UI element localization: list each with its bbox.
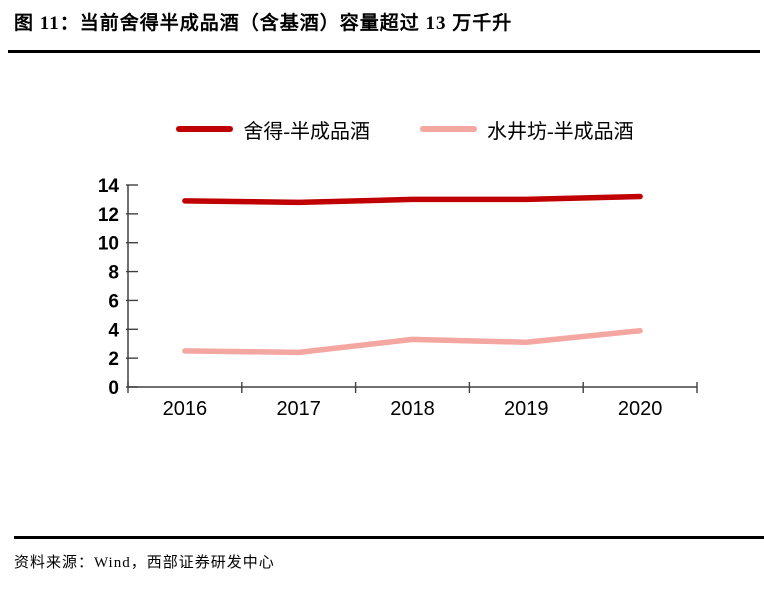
x-axis-tick-label: 2019	[504, 398, 549, 420]
y-axis-tick-label: 12	[98, 205, 119, 226]
capacity-line-chart: 0 2 4 6 8 10 12 14 2016 2017 2018 2019 2020	[98, 176, 698, 420]
legend-item-shuijingfang: 水井坊-半成品酒	[420, 115, 634, 144]
legend-line-swatch-shede	[176, 126, 234, 132]
y-axis-tick-label: 4	[108, 320, 119, 341]
legend-label-shuijingfang: 水井坊-半成品酒	[487, 120, 634, 143]
y-axis-tick-label: 6	[108, 291, 119, 312]
legend-item-shede: 舍得-半成品酒	[176, 115, 370, 144]
y-axis-tick-label: 14	[98, 176, 120, 197]
footer-divider-rule	[14, 536, 764, 539]
y-axis-tick-label: 2	[108, 349, 119, 370]
x-axis-tick-label: 2020	[618, 398, 663, 420]
chart-legend: 舍得-半成品酒 水井坊-半成品酒	[100, 115, 710, 144]
line-chart-area: 0 2 4 6 8 10 12 14 2016 2017 2018 2019 2020	[90, 172, 720, 442]
data-source-note: 资料来源：Wind，西部证券研发中心	[14, 555, 275, 571]
y-axis-tick-label: 8	[108, 263, 119, 284]
x-axis-tick-label: 2016	[163, 398, 208, 420]
legend-line-swatch-shuijingfang	[420, 126, 477, 132]
series-line-0	[182, 193, 643, 206]
title-divider-rule	[8, 50, 760, 53]
figure-title: 图 11：当前舍得半成品酒（含基酒）容量超过 13 万千升	[14, 13, 513, 34]
y-axis-tick-label: 0	[108, 378, 119, 399]
y-axis-tick-label: 10	[98, 234, 119, 255]
x-axis-tick-label: 2018	[390, 398, 435, 420]
series-line-1	[182, 327, 643, 356]
x-axis-tick-label: 2017	[276, 398, 321, 420]
legend-label-shede: 舍得-半成品酒	[243, 120, 370, 143]
